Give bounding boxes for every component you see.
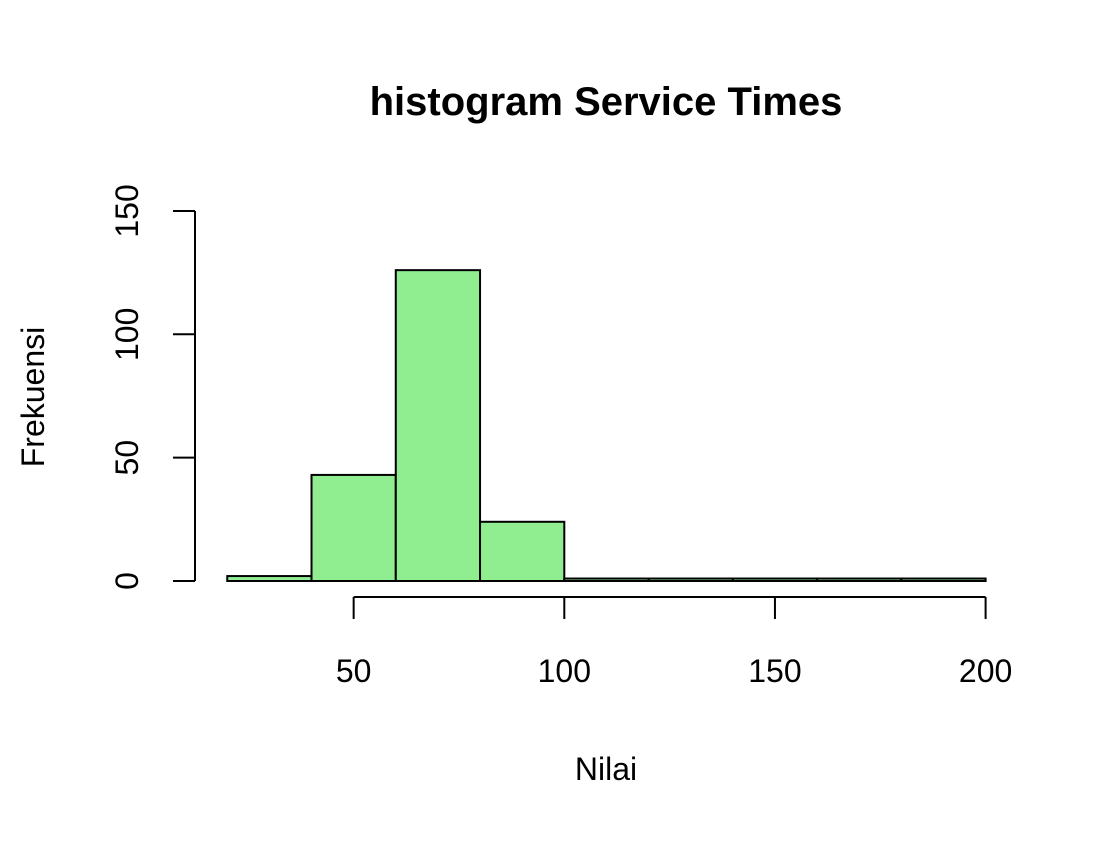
y-axis-title: Frekuensi bbox=[15, 327, 51, 468]
x-tick-label: 200 bbox=[959, 653, 1012, 689]
histogram-bar bbox=[647, 577, 734, 583]
y-tick-label: 150 bbox=[109, 184, 145, 237]
x-axis-title: Nilai bbox=[575, 751, 637, 787]
histogram-bar bbox=[900, 577, 987, 583]
histogram-bar bbox=[563, 577, 650, 583]
y-tick-label: 100 bbox=[109, 308, 145, 361]
histogram-bar bbox=[310, 473, 397, 583]
y-axis: 0 50 100 150 bbox=[109, 184, 196, 590]
bars-group bbox=[226, 269, 987, 583]
histogram-bar bbox=[816, 577, 903, 583]
y-tick-label: 50 bbox=[109, 440, 145, 476]
x-tick-label: 50 bbox=[336, 653, 372, 689]
histogram-bar bbox=[479, 520, 566, 582]
histogram-bar bbox=[226, 575, 313, 582]
histogram-bar bbox=[394, 269, 482, 582]
y-tick-label: 0 bbox=[109, 572, 145, 590]
histogram-bar bbox=[731, 577, 819, 583]
x-tick-label: 100 bbox=[538, 653, 591, 689]
x-tick-label: 150 bbox=[748, 653, 801, 689]
x-axis: 50 100 150 200 bbox=[336, 596, 1012, 689]
chart-title: histogram Service Times bbox=[370, 80, 843, 124]
